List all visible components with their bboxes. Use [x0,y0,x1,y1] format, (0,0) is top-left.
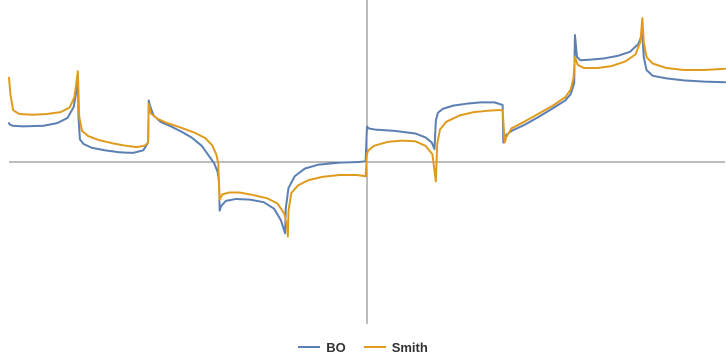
legend-label-smith: Smith [391,339,428,355]
series-layer [8,17,726,238]
legend-swatch-smith [363,346,386,348]
legend: BO Smith [0,336,726,358]
series-line-bo [8,32,726,235]
series-line-smith [8,17,726,238]
legend-swatch-bo [298,346,321,348]
plot-area [8,0,726,324]
legend-item-bo: BO [298,340,346,355]
legend-item-smith: Smith [363,339,428,355]
legend-label-bo: BO [326,339,346,355]
